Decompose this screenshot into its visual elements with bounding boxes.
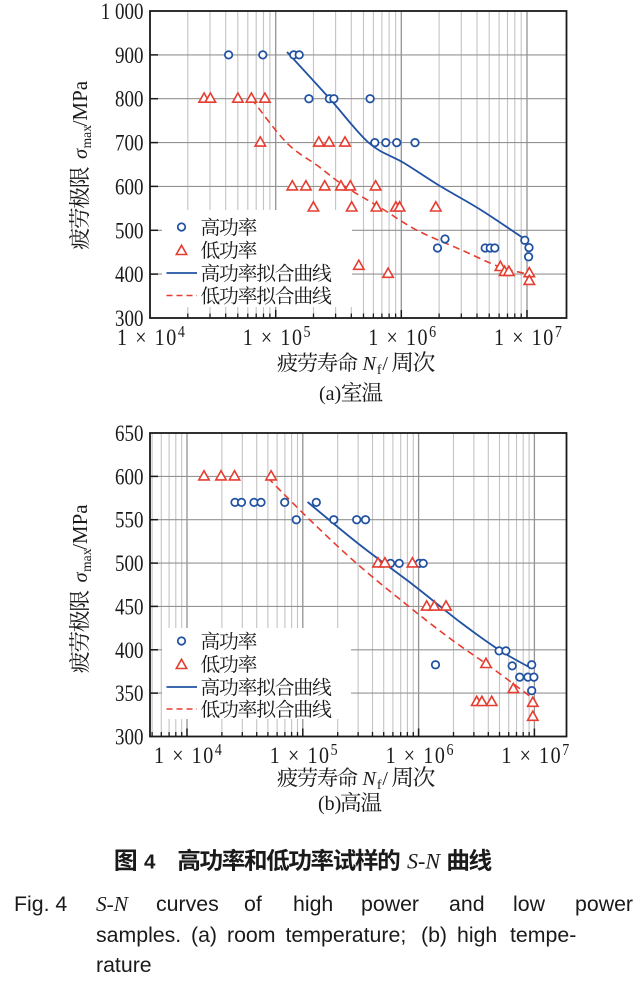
- svg-text:650: 650: [115, 420, 143, 446]
- svg-text:max: max: [79, 125, 94, 148]
- svg-text:high: high: [293, 892, 333, 916]
- svg-text:1 × 105: 1 × 105: [270, 741, 339, 769]
- svg-text:σ: σ: [70, 148, 92, 159]
- svg-text:Fig. 4: Fig. 4: [14, 892, 67, 916]
- svg-text:room: room: [227, 923, 276, 947]
- svg-text:temperature;: temperature;: [286, 923, 407, 947]
- svg-text:500: 500: [115, 217, 143, 243]
- svg-text:rature: rature: [96, 953, 152, 977]
- svg-text:/MPa: /MPa: [68, 80, 92, 126]
- svg-text:/: /: [382, 353, 388, 375]
- svg-text:power: power: [361, 892, 419, 916]
- svg-text:of: of: [244, 892, 262, 916]
- svg-text:samples.: samples.: [96, 923, 181, 947]
- svg-text:1 × 107: 1 × 107: [501, 741, 570, 769]
- svg-text:/: /: [382, 768, 388, 790]
- svg-text:max: max: [79, 548, 94, 571]
- svg-text:1 × 106: 1 × 106: [368, 323, 437, 351]
- svg-text:/MPa: /MPa: [68, 504, 92, 550]
- svg-text:1 000: 1 000: [101, 0, 144, 25]
- svg-text:600: 600: [115, 463, 143, 489]
- svg-text:high: high: [457, 923, 497, 947]
- svg-text:σ: σ: [70, 572, 92, 583]
- svg-text:1 × 107: 1 × 107: [494, 323, 563, 351]
- svg-text:tempe-: tempe-: [510, 923, 576, 947]
- svg-text:700: 700: [115, 130, 143, 156]
- svg-text:300: 300: [115, 305, 143, 331]
- svg-text:400: 400: [115, 261, 143, 287]
- svg-text:500: 500: [115, 550, 143, 576]
- svg-text:350: 350: [115, 680, 143, 706]
- svg-text:900: 900: [115, 42, 143, 68]
- svg-text:f: f: [377, 363, 382, 378]
- svg-text:1 × 106: 1 × 106: [386, 741, 455, 769]
- svg-text:(b): (b): [421, 923, 447, 947]
- svg-text:f: f: [377, 778, 382, 793]
- svg-text:1 × 104: 1 × 104: [154, 741, 223, 769]
- svg-text:N: N: [362, 353, 378, 375]
- svg-text:(a): (a): [191, 923, 217, 947]
- svg-text:450: 450: [115, 593, 143, 619]
- svg-text:600: 600: [115, 173, 143, 199]
- svg-text:(b): (b): [318, 793, 341, 815]
- svg-text:and: and: [449, 892, 485, 916]
- svg-text:S-N: S-N: [96, 892, 130, 916]
- svg-text:low: low: [513, 892, 546, 916]
- svg-text:1 × 104: 1 × 104: [117, 323, 186, 351]
- svg-text:power: power: [575, 892, 633, 916]
- svg-text:S-N: S-N: [407, 849, 441, 874]
- svg-text:4: 4: [144, 851, 156, 874]
- svg-text:400: 400: [115, 637, 143, 663]
- svg-text:N: N: [362, 768, 378, 790]
- svg-text:(a): (a): [319, 383, 341, 405]
- svg-text:550: 550: [115, 507, 143, 533]
- svg-text:800: 800: [115, 86, 143, 112]
- svg-text:1 × 105: 1 × 105: [243, 323, 312, 351]
- svg-text:300: 300: [115, 724, 143, 750]
- svg-text:curves: curves: [156, 892, 219, 916]
